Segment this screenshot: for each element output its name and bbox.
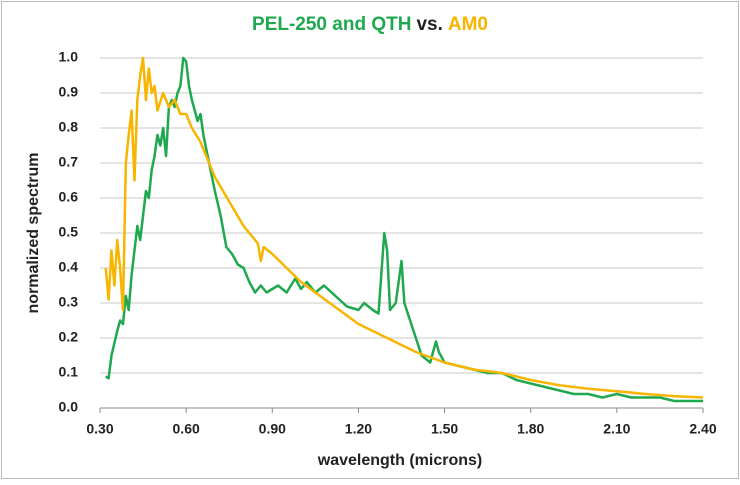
y-tick-label: 0.2 (59, 329, 79, 345)
chart-title: PEL-250 and QTH vs. AM0 (252, 14, 488, 35)
y-tick-label: 0.9 (59, 84, 79, 100)
y-tick-label: 0.1 (59, 364, 79, 380)
x-tick-label: 0.30 (86, 421, 113, 437)
x-tick-label: 1.20 (345, 421, 372, 437)
title-part: vs. (416, 14, 442, 35)
y-tick-label: 0.5 (59, 224, 79, 240)
y-tick-label: 1.0 (59, 49, 79, 65)
y-axis-title: normalized spectrum (25, 153, 42, 314)
title-part: PEL-250 and QTH (252, 14, 411, 35)
y-tick-label: 0.7 (59, 154, 79, 170)
x-tick-label: 1.50 (431, 421, 458, 437)
x-axis-title: wavelength (microns) (317, 452, 482, 469)
title-part: AM0 (448, 14, 488, 35)
x-tick-label: 0.90 (259, 421, 286, 437)
x-tick-label: 0.60 (173, 421, 200, 437)
x-tick-label: 2.10 (603, 421, 630, 437)
y-tick-label: 0.4 (59, 259, 79, 275)
series-line (104, 56, 704, 399)
y-tick-label: 0.8 (59, 119, 79, 135)
x-tick-label: 2.40 (689, 421, 716, 437)
x-tick-label: 1.80 (517, 421, 544, 437)
y-tick-label: 0.6 (59, 189, 79, 205)
y-tick-label: 0.0 (59, 399, 79, 415)
y-tick-label: 0.3 (59, 294, 79, 310)
